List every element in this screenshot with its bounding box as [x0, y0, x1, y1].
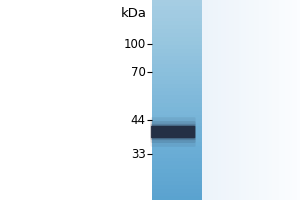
FancyBboxPatch shape	[151, 124, 196, 140]
Text: 70: 70	[130, 66, 146, 78]
FancyBboxPatch shape	[151, 121, 196, 143]
FancyBboxPatch shape	[151, 117, 196, 147]
Text: 100: 100	[123, 38, 146, 50]
Text: 44: 44	[130, 114, 146, 127]
Text: 33: 33	[131, 148, 146, 160]
FancyBboxPatch shape	[151, 126, 195, 138]
Text: kDa: kDa	[121, 7, 147, 20]
